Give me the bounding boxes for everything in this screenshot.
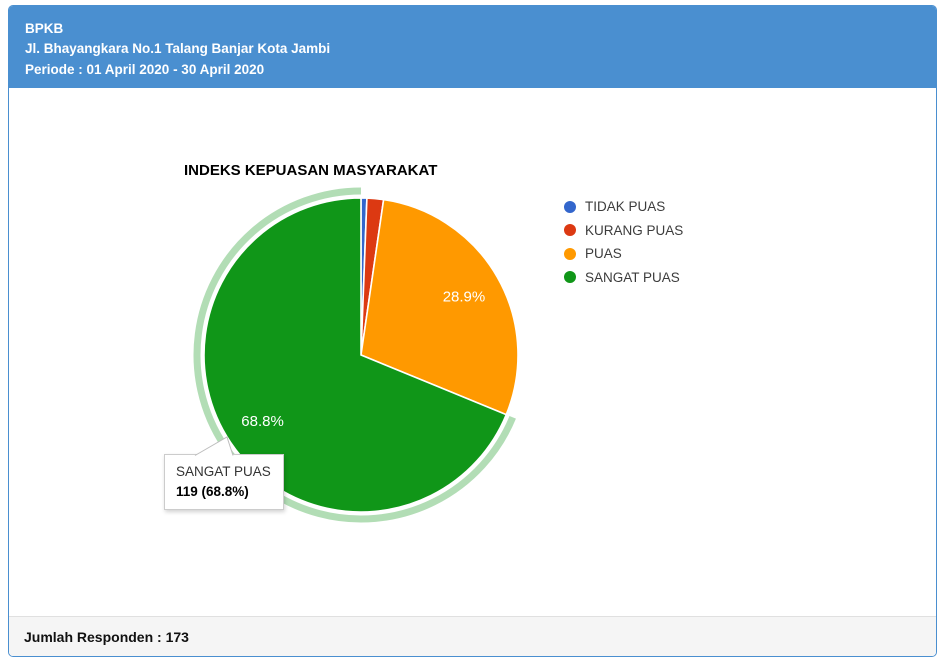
report-footer: Jumlah Responden : 173 [9, 616, 936, 656]
pie-slice-puas[interactable] [360, 198, 519, 416]
legend-label: SANGAT PUAS [585, 269, 680, 285]
chart-title: INDEKS KEPUASAN MASYARAKAT [184, 162, 438, 179]
tooltip-callout-arrow [194, 436, 234, 456]
office-address: Jl. Bhayangkara No.1 Talang Banjar Kota … [25, 41, 331, 57]
report-header: BPKB Jl. Bhayangkara No.1 Talang Banjar … [9, 6, 936, 88]
legend-item-sangat-puas[interactable]: SANGAT PUAS [564, 266, 683, 290]
legend-color-dot [564, 271, 576, 284]
legend-color-dot [564, 224, 576, 237]
tooltip-category: SANGAT PUAS [176, 464, 271, 479]
chart-area: INDEKS KEPUASAN MASYARAKAT 28.9% 68.8% TI… [9, 88, 936, 616]
report-period: Periode : 01 April 2020 - 30 April 2020 [25, 61, 265, 77]
office-name: BPKB [25, 21, 64, 36]
legend-label: PUAS [585, 246, 622, 262]
legend-item-tidak-puas[interactable]: TIDAK PUAS [564, 195, 683, 219]
chart-legend: TIDAK PUAS KURANG PUAS PUAS SANGAT PUAS [564, 195, 683, 289]
legend-label: TIDAK PUAS [585, 199, 666, 215]
legend-label: KURANG PUAS [585, 222, 684, 238]
legend-item-puas[interactable]: PUAS [564, 242, 683, 266]
legend-color-dot [564, 200, 576, 213]
pie-slice-sangat-puas[interactable] [203, 197, 508, 513]
respondent-count: Jumlah Responden : 173 [24, 628, 189, 645]
slice-percent-label: 28.9% [443, 288, 486, 305]
legend-color-dot [564, 247, 576, 260]
tooltip-value: 119 (68.8%) [176, 483, 249, 499]
slice-tooltip: SANGAT PUAS 119 (68.8%) [164, 454, 284, 511]
legend-item-kurang-puas[interactable]: KURANG PUAS [564, 219, 683, 243]
report-card: BPKB Jl. Bhayangkara No.1 Talang Banjar … [8, 5, 937, 657]
slice-percent-label: 68.8% [241, 413, 284, 430]
